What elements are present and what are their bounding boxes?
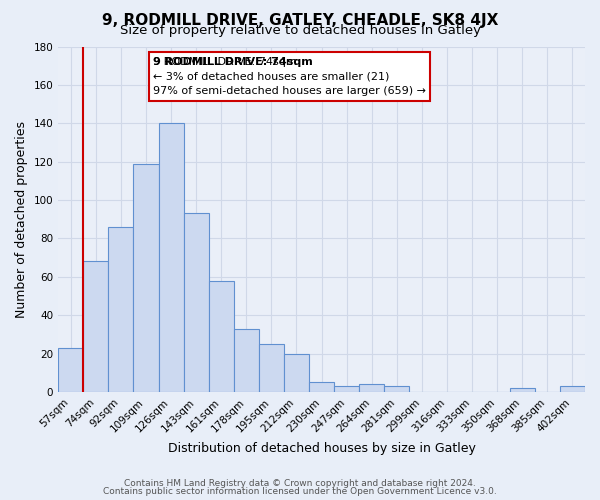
Bar [209,280,234,392]
Bar [560,386,585,392]
Bar [510,388,535,392]
X-axis label: Distribution of detached houses by size in Gatley: Distribution of detached houses by size … [167,442,476,455]
Bar [109,227,133,392]
Bar [309,382,334,392]
Text: 9, RODMILL DRIVE, GATLEY, CHEADLE, SK8 4JX: 9, RODMILL DRIVE, GATLEY, CHEADLE, SK8 4… [102,12,498,28]
Text: Size of property relative to detached houses in Gatley: Size of property relative to detached ho… [119,24,481,37]
Text: Contains HM Land Registry data © Crown copyright and database right 2024.: Contains HM Land Registry data © Crown c… [124,478,476,488]
Y-axis label: Number of detached properties: Number of detached properties [15,120,28,318]
Bar [184,214,209,392]
Bar [359,384,385,392]
Text: 9 RODMILL DRIVE: 74sqm: 9 RODMILL DRIVE: 74sqm [153,57,313,67]
Bar [284,354,309,392]
Bar [83,262,109,392]
Bar [133,164,158,392]
Bar [385,386,409,392]
Bar [234,328,259,392]
Text: 9 RODMILL DRIVE: 74sqm
← 3% of detached houses are smaller (21)
97% of semi-deta: 9 RODMILL DRIVE: 74sqm ← 3% of detached … [153,57,426,96]
Text: Contains public sector information licensed under the Open Government Licence v3: Contains public sector information licen… [103,487,497,496]
Bar [58,348,83,392]
Bar [158,124,184,392]
Bar [259,344,284,392]
Bar [334,386,359,392]
